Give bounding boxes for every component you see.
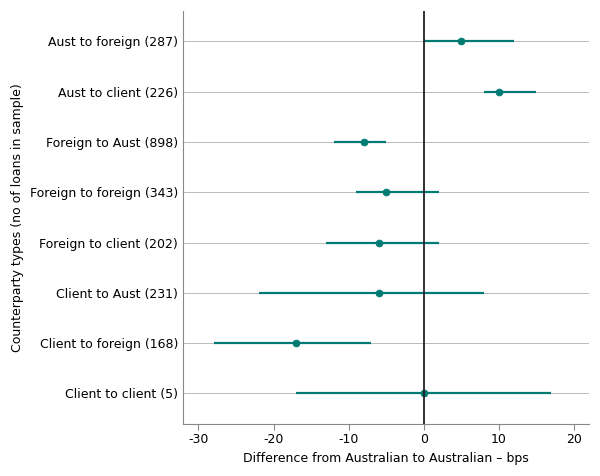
Y-axis label: Counterparty types (no of loans in sample): Counterparty types (no of loans in sampl… xyxy=(11,83,24,352)
X-axis label: Difference from Australian to Australian – bps: Difference from Australian to Australian… xyxy=(244,452,529,465)
